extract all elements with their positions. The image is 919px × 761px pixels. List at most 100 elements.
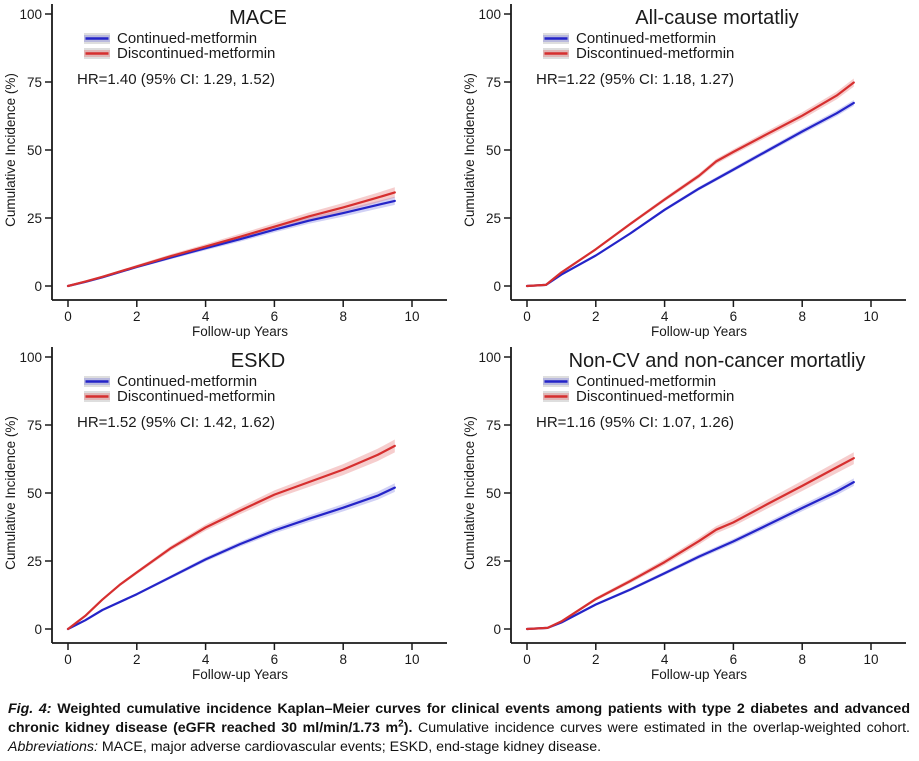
legend-label: Continued-metformin <box>576 30 716 47</box>
panel-eskd-chart: 0 25 50 75 100 0 2 4 6 8 10 Follow-up Years Cumulati… <box>3 347 447 682</box>
y-tick-label: 50 <box>486 143 501 158</box>
legend-item: Discontinued-metformin <box>84 45 275 62</box>
y-tick-label: 100 <box>19 7 42 22</box>
legend-item: Continued-metformin <box>543 30 716 47</box>
y-tick-label: 100 <box>19 350 42 365</box>
hr-annotation: HR=1.16 (95% CI: 1.07, 1.26) <box>536 414 734 431</box>
x-tick-label: 6 <box>271 309 279 324</box>
hr-annotation: HR=1.52 (95% CI: 1.42, 1.62) <box>77 414 275 431</box>
y-tick-label: 75 <box>27 418 42 433</box>
y-tick-label: 75 <box>27 75 42 90</box>
caption-bold-text: Weighted cumulative incidence Kaplan–Mei… <box>8 701 910 737</box>
panel-all-cause-mortality: 0 25 50 75 100 0 2 4 6 8 10 Follow-up Years Cumulati… <box>459 0 919 343</box>
caption-fig-label: Fig. 4: <box>8 701 58 717</box>
y-axis-title: Cumulative Incidence (%) <box>462 416 477 570</box>
x-tick-label: 0 <box>523 309 531 324</box>
caption-bold-close: ). <box>403 720 418 737</box>
y-tick-label: 100 <box>478 350 501 365</box>
curve-continued-metformin <box>525 101 855 288</box>
legend-label: Discontinued-metformin <box>117 388 275 405</box>
y-tick-label: 50 <box>27 143 42 158</box>
x-tick-label: 8 <box>339 309 347 324</box>
legend-item: Continued-metformin <box>84 30 257 47</box>
legend-label: Discontinued-metformin <box>576 388 734 405</box>
legend-label: Continued-metformin <box>117 373 257 390</box>
panel-title: Non-CV and non-cancer mortatliy <box>569 350 866 372</box>
figure-caption: Fig. 4: Weighted cumulative incidence Ka… <box>0 686 919 757</box>
legend-label: Discontinued-metformin <box>576 45 734 62</box>
y-tick-label: 50 <box>27 486 42 501</box>
y-axis-title: Cumulative Incidence (%) <box>462 73 477 227</box>
legend-item: Continued-metformin <box>84 373 257 390</box>
x-tick-label: 2 <box>592 309 600 324</box>
ribbon-discontinued-metformin <box>68 187 395 286</box>
legend-label: Continued-metformin <box>576 373 716 390</box>
hr-annotation: HR=1.22 (95% CI: 1.18, 1.27) <box>536 71 734 88</box>
x-axis-title: Follow-up Years <box>651 667 747 682</box>
x-tick-label: 0 <box>64 309 72 324</box>
x-tick-label: 4 <box>661 309 669 324</box>
legend-item: Discontinued-metformin <box>84 388 275 405</box>
x-tick-label: 6 <box>730 652 738 667</box>
panel-title: ESKD <box>231 350 285 372</box>
x-tick-label: 10 <box>863 309 878 324</box>
y-tick-label: 75 <box>486 75 501 90</box>
x-tick-label: 6 <box>271 652 279 667</box>
caption-regular-text: Cumulative incidence curves were estimat… <box>418 720 910 737</box>
y-tick-label: 25 <box>27 554 42 569</box>
y-tick-label: 25 <box>27 211 42 226</box>
ribbon-continued-metformin <box>527 478 854 629</box>
y-tick-label: 100 <box>478 7 501 22</box>
curve-continued-metformin <box>66 486 396 631</box>
y-axis-title: Cumulative Incidence (%) <box>3 73 18 227</box>
panel-title: MACE <box>229 7 287 29</box>
x-axis-title: Follow-up Years <box>192 324 288 339</box>
x-tick-label: 8 <box>798 309 806 324</box>
x-tick-label: 8 <box>339 652 347 667</box>
x-tick-label: 0 <box>523 652 531 667</box>
x-tick-label: 4 <box>202 652 210 667</box>
ribbon-continued-metformin <box>68 483 395 629</box>
panel-mace-chart: 0 25 50 75 100 0 2 4 6 8 10 Follow-up Years Cumulati… <box>3 4 447 339</box>
curve-discontinued-metformin <box>66 191 396 288</box>
caption-abbrev-text: MACE, major adverse cardiovascular event… <box>101 739 602 756</box>
x-tick-label: 10 <box>404 309 419 324</box>
curve-discontinued-metformin <box>66 444 396 631</box>
y-tick-label: 50 <box>486 486 501 501</box>
y-tick-label: 25 <box>486 211 501 226</box>
y-tick-label: 25 <box>486 554 501 569</box>
curve-discontinued-metformin <box>525 81 855 288</box>
y-tick-label: 0 <box>493 279 501 294</box>
ribbon-discontinued-metformin <box>68 439 395 629</box>
x-tick-label: 0 <box>64 652 72 667</box>
legend-item: Discontinued-metformin <box>543 388 734 405</box>
panel-grid: 0 25 50 75 100 0 2 4 6 8 10 Follow-up Years Cumulati… <box>0 0 919 686</box>
legend-item: Discontinued-metformin <box>543 45 734 62</box>
x-tick-label: 4 <box>661 652 669 667</box>
x-tick-label: 10 <box>404 652 419 667</box>
x-tick-label: 2 <box>133 652 141 667</box>
x-tick-label: 8 <box>798 652 806 667</box>
legend-label: Continued-metformin <box>117 30 257 47</box>
y-tick-label: 0 <box>34 279 42 294</box>
caption-superscript: 2 <box>398 718 404 730</box>
y-tick-label: 75 <box>486 418 501 433</box>
y-axis-title: Cumulative Incidence (%) <box>3 416 18 570</box>
caption-abbrev-label: Abbreviations: <box>8 739 102 756</box>
panel-mace: 0 25 50 75 100 0 2 4 6 8 10 Follow-up Years Cumulati… <box>0 0 459 343</box>
x-axis-title: Follow-up Years <box>651 324 747 339</box>
x-tick-label: 10 <box>863 652 878 667</box>
x-tick-label: 2 <box>133 309 141 324</box>
y-tick-label: 0 <box>493 622 501 637</box>
x-axis-title: Follow-up Years <box>192 667 288 682</box>
legend-label: Discontinued-metformin <box>117 45 275 62</box>
panel-title: All-cause mortatliy <box>635 7 798 29</box>
panel-non-cv-mortality: 0 25 50 75 100 0 2 4 6 8 10 Follow-up Years Cumulati… <box>459 343 919 686</box>
panel-all-cause-chart: 0 25 50 75 100 0 2 4 6 8 10 Follow-up Years Cumulati… <box>462 4 906 339</box>
panel-eskd: 0 25 50 75 100 0 2 4 6 8 10 Follow-up Years Cumulati… <box>0 343 459 686</box>
y-tick-label: 0 <box>34 622 42 637</box>
x-tick-label: 6 <box>730 309 738 324</box>
legend-item: Continued-metformin <box>543 373 716 390</box>
panel-non-cv-chart: 0 25 50 75 100 0 2 4 6 8 10 Follow-up Years Cumulati… <box>462 347 906 682</box>
